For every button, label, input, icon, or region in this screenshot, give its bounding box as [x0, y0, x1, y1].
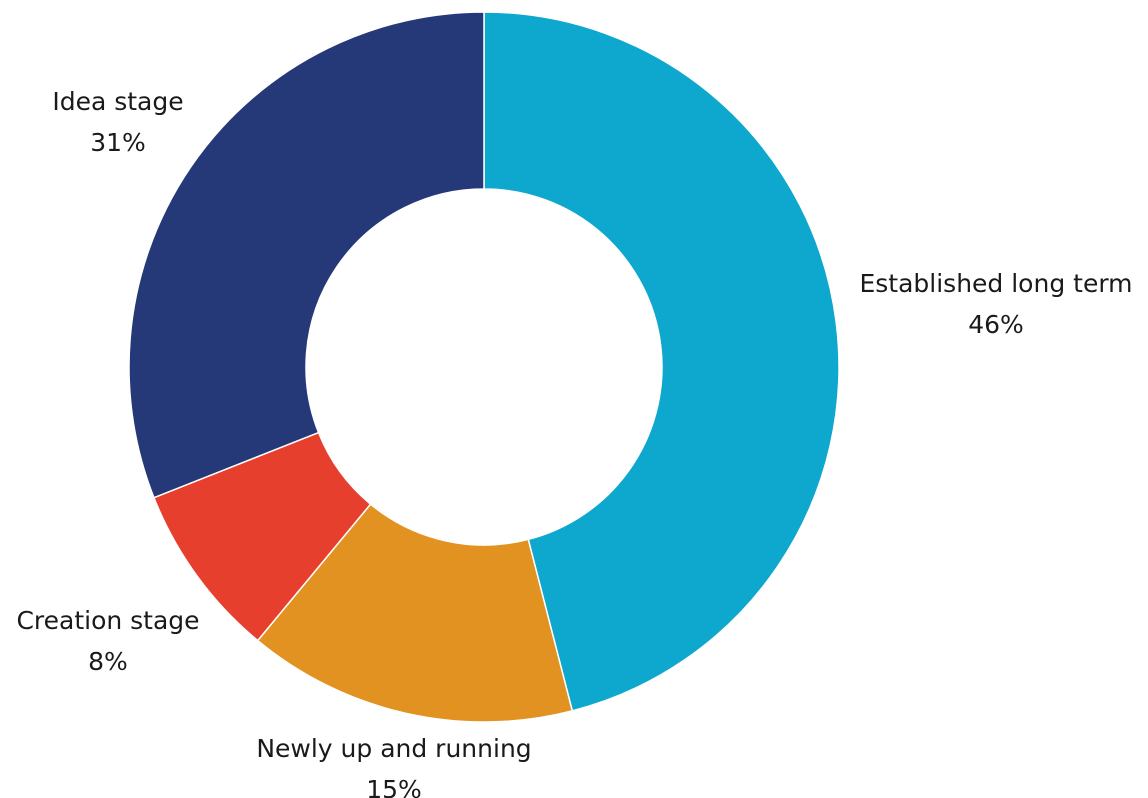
- slice-label-creation-stage: Creation stage: [16, 606, 199, 635]
- slice-idea-stage: [128, 11, 485, 499]
- slice-label-newly-up-and-running: Newly up and running: [256, 734, 531, 763]
- slice-value-creation-stage: 8%: [88, 647, 128, 676]
- slice-label-established-long-term: Established long term: [859, 269, 1132, 298]
- slice-value-established-long-term: 46%: [968, 310, 1024, 339]
- slice-newly-up-and-running: [256, 503, 574, 723]
- slice-label-idea-stage: Idea stage: [52, 87, 183, 116]
- slice-value-idea-stage: 31%: [90, 128, 146, 157]
- slice-established-long-term: [483, 11, 840, 712]
- slices-layer: [128, 11, 840, 723]
- slice-value-newly-up-and-running: 15%: [366, 775, 422, 798]
- labels-layer: Established long term 46% Newly up and run…: [16, 87, 1132, 798]
